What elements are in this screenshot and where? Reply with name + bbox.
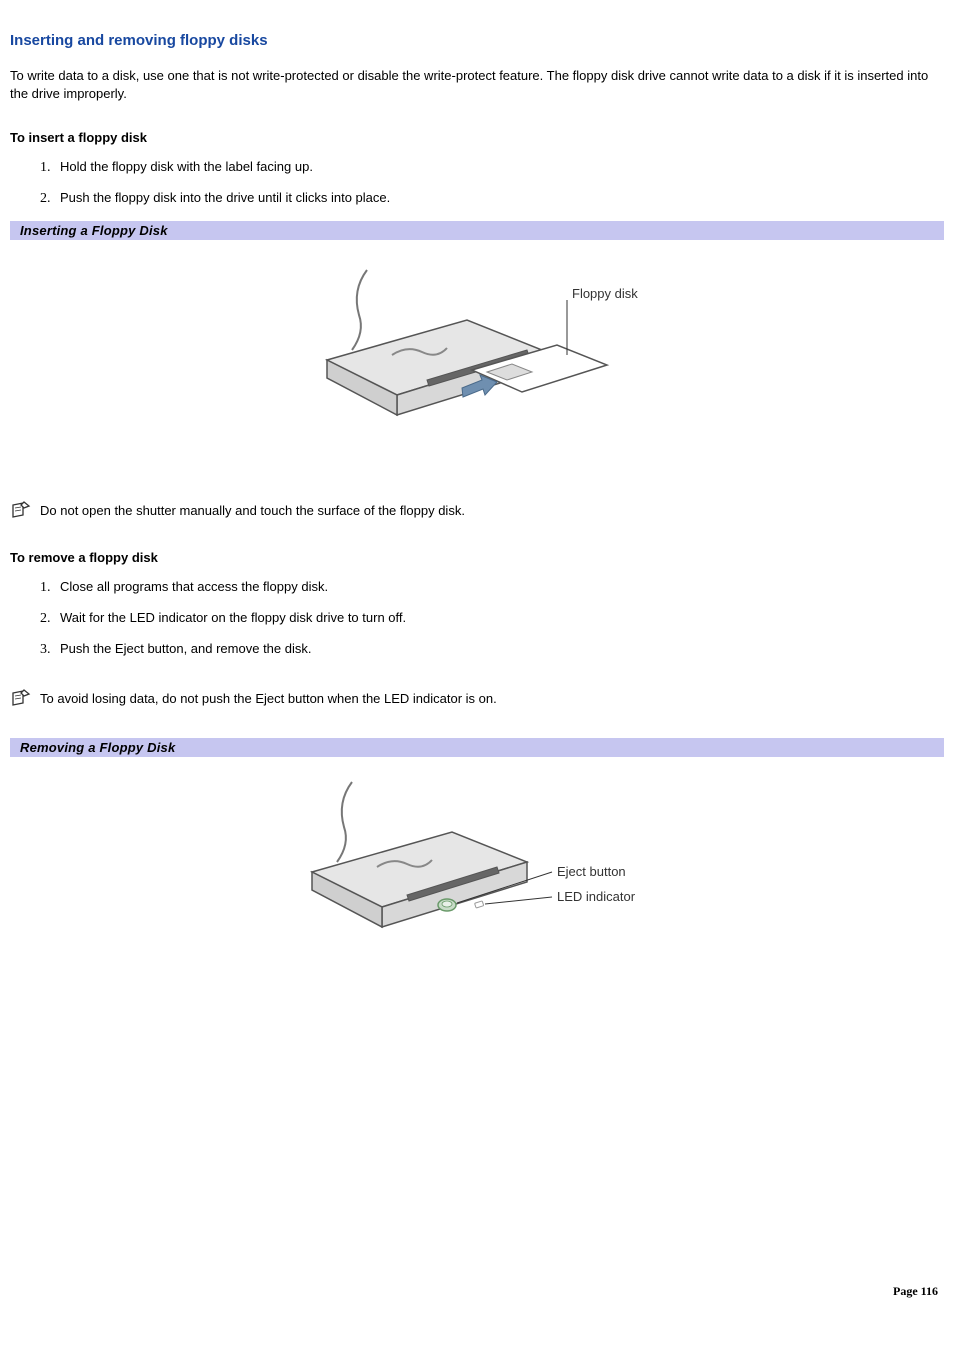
remove-caption-bar: Removing a Floppy Disk: [10, 738, 944, 757]
led-indicator: [475, 901, 484, 908]
floppy-label: Floppy disk: [572, 286, 638, 301]
insert-figure: Floppy disk: [10, 240, 944, 470]
insert-caption-bar: Inserting a Floppy Disk: [10, 221, 944, 240]
note-1: Do not open the shutter manually and tou…: [10, 500, 944, 520]
step-text: Close all programs that access the flopp…: [60, 579, 328, 594]
step-text: Push the floppy disk into the drive unti…: [60, 190, 390, 205]
list-item: Close all programs that access the flopp…: [54, 579, 944, 596]
list-item: Push the Eject button, and remove the di…: [54, 641, 944, 658]
list-item: Wait for the LED indicator on the floppy…: [54, 610, 944, 627]
list-item: Push the floppy disk into the drive unti…: [54, 190, 944, 207]
insert-floppy-diagram: Floppy disk: [297, 260, 657, 430]
cable-line: [337, 782, 352, 862]
note-text: To avoid losing data, do not push the Ej…: [40, 691, 497, 706]
page-number: Page 116: [893, 1284, 938, 1299]
remove-heading: To remove a floppy disk: [10, 550, 944, 565]
step-text: Hold the floppy disk with the label faci…: [60, 159, 313, 174]
note-icon: [10, 688, 32, 708]
led-label: LED indicator: [557, 889, 636, 904]
page-title: Inserting and removing floppy disks: [10, 32, 944, 49]
note-text: Do not open the shutter manually and tou…: [40, 503, 465, 518]
remove-floppy-diagram: Eject button LED indicator: [277, 777, 677, 937]
note-2: To avoid losing data, do not push the Ej…: [10, 688, 944, 708]
eject-button-inner: [442, 901, 452, 907]
insert-steps-list: Hold the floppy disk with the label faci…: [10, 159, 944, 207]
list-item: Hold the floppy disk with the label faci…: [54, 159, 944, 176]
callout-line: [485, 897, 552, 904]
note-icon: [10, 500, 32, 520]
remove-steps-list: Close all programs that access the flopp…: [10, 579, 944, 658]
cable-line: [352, 270, 367, 350]
remove-figure: Eject button LED indicator: [10, 757, 944, 977]
step-text: Push the Eject button, and remove the di…: [60, 641, 311, 656]
intro-paragraph: To write data to a disk, use one that is…: [10, 67, 944, 102]
insert-heading: To insert a floppy disk: [10, 130, 944, 145]
eject-label: Eject button: [557, 864, 626, 879]
step-text: Wait for the LED indicator on the floppy…: [60, 610, 406, 625]
